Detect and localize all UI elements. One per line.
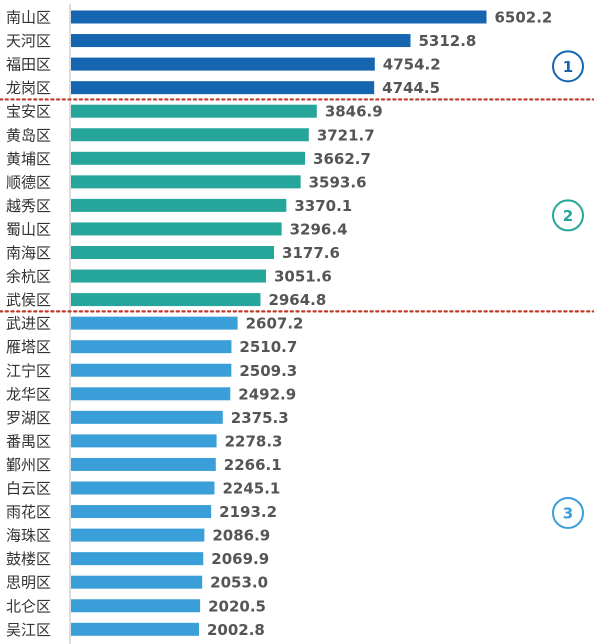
bar <box>71 387 231 401</box>
bar <box>71 410 223 424</box>
group-number-circle <box>552 50 584 83</box>
bar <box>71 434 217 448</box>
bar <box>71 246 275 259</box>
value-label: 2069.9 <box>211 550 269 568</box>
value-label: 3721.7 <box>317 126 375 144</box>
bar <box>71 269 266 283</box>
value-label: 2020.5 <box>208 597 266 615</box>
category-label: 罗湖区 <box>6 409 51 427</box>
value-label: 3051.6 <box>274 268 332 286</box>
value-label: 2607.2 <box>246 315 304 333</box>
bar <box>71 151 306 165</box>
category-label: 龙岗区 <box>6 79 51 97</box>
bar <box>71 528 205 542</box>
category-label: 吴江区 <box>6 621 51 639</box>
value-label: 5312.8 <box>418 32 476 50</box>
category-label: 思明区 <box>6 574 51 592</box>
bar <box>71 104 317 118</box>
bar <box>71 34 411 48</box>
value-label: 2002.8 <box>207 621 265 639</box>
category-label: 雁塔区 <box>6 338 51 356</box>
bar <box>71 340 232 354</box>
value-label: 3296.4 <box>290 220 348 238</box>
category-label: 福田区 <box>6 56 51 74</box>
category-label: 番禺区 <box>6 432 51 450</box>
category-label: 海珠区 <box>6 527 51 545</box>
value-label: 2278.3 <box>225 432 283 450</box>
category-label: 龙华区 <box>6 385 51 403</box>
bar <box>71 10 487 24</box>
category-label: 蜀山区 <box>6 220 51 238</box>
group-number-label: 3 <box>563 504 573 522</box>
category-label: 顺德区 <box>6 173 51 191</box>
group-number-circle <box>552 496 584 529</box>
bar <box>71 57 375 71</box>
bar <box>71 552 204 566</box>
category-label: 余杭区 <box>6 268 51 286</box>
bar <box>71 599 201 613</box>
value-label: 2266.1 <box>224 456 282 474</box>
value-label: 3593.6 <box>309 173 367 191</box>
category-label: 黄岛区 <box>6 126 51 144</box>
value-label: 6502.2 <box>494 9 552 27</box>
value-label: 2193.2 <box>219 503 277 521</box>
value-label: 2375.3 <box>231 409 289 427</box>
bar <box>71 505 212 519</box>
category-label: 越秀区 <box>6 197 51 215</box>
value-label: 3846.9 <box>325 103 383 121</box>
value-label: 2509.3 <box>239 362 297 380</box>
value-label: 4744.5 <box>382 79 440 97</box>
value-label: 2086.9 <box>212 527 270 545</box>
bar <box>71 293 261 307</box>
category-label: 南海区 <box>6 244 51 262</box>
category-label: 黄埔区 <box>6 150 51 168</box>
bar <box>71 457 216 471</box>
bar <box>71 622 199 636</box>
category-label: 武进区 <box>6 315 51 333</box>
category-label: 鼓楼区 <box>6 550 51 568</box>
bar <box>71 175 301 189</box>
bar <box>71 575 203 589</box>
category-label: 江宁区 <box>6 362 51 380</box>
bar <box>71 316 238 330</box>
value-label: 3177.6 <box>282 244 340 262</box>
category-label: 南山区 <box>6 9 51 27</box>
category-label: 北仑区 <box>6 597 51 615</box>
value-label: 3370.1 <box>294 197 352 215</box>
value-label: 2245.1 <box>222 480 280 498</box>
group-number-label: 2 <box>563 207 573 225</box>
category-label: 雨花区 <box>6 503 51 521</box>
value-label: 2964.8 <box>268 291 326 309</box>
group-number-label: 1 <box>563 58 573 76</box>
category-label: 鄞州区 <box>6 456 51 474</box>
category-label: 宝安区 <box>6 103 51 121</box>
value-label: 2492.9 <box>238 385 296 403</box>
category-label: 天河区 <box>6 32 51 50</box>
bar <box>71 198 287 212</box>
value-label: 2510.7 <box>239 338 297 356</box>
category-label: 白云区 <box>6 480 51 498</box>
value-label: 3662.7 <box>313 150 371 168</box>
category-label: 武侯区 <box>6 291 51 309</box>
value-label: 2053.0 <box>210 574 268 592</box>
bar <box>71 481 215 495</box>
value-label: 4754.2 <box>383 56 441 74</box>
bar <box>71 222 282 236</box>
group-number-circle <box>552 199 584 232</box>
bar <box>71 128 309 142</box>
bar <box>71 81 375 95</box>
bar <box>71 363 232 377</box>
